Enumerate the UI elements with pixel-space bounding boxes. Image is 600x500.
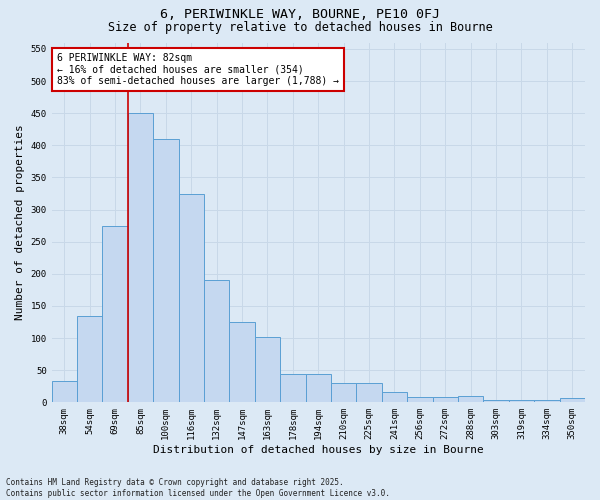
Y-axis label: Number of detached properties: Number of detached properties: [15, 124, 25, 320]
Bar: [255, 337, 280, 402]
Bar: [331, 383, 356, 402]
Bar: [52, 381, 77, 402]
Bar: [534, 400, 560, 402]
Text: Contains HM Land Registry data © Crown copyright and database right 2025.
Contai: Contains HM Land Registry data © Crown c…: [6, 478, 390, 498]
Bar: [356, 383, 382, 402]
Bar: [484, 400, 509, 402]
Text: 6, PERIWINKLE WAY, BOURNE, PE10 0FJ: 6, PERIWINKLE WAY, BOURNE, PE10 0FJ: [160, 8, 440, 20]
Bar: [280, 374, 305, 402]
Bar: [407, 397, 433, 402]
Bar: [204, 280, 229, 402]
Bar: [128, 113, 153, 403]
X-axis label: Distribution of detached houses by size in Bourne: Distribution of detached houses by size …: [153, 445, 484, 455]
Text: 6 PERIWINKLE WAY: 82sqm
← 16% of detached houses are smaller (354)
83% of semi-d: 6 PERIWINKLE WAY: 82sqm ← 16% of detache…: [57, 54, 339, 86]
Text: Size of property relative to detached houses in Bourne: Size of property relative to detached ho…: [107, 21, 493, 34]
Bar: [509, 400, 534, 402]
Bar: [77, 316, 103, 402]
Bar: [179, 194, 204, 402]
Bar: [229, 322, 255, 402]
Bar: [382, 392, 407, 402]
Bar: [305, 374, 331, 402]
Bar: [458, 396, 484, 402]
Bar: [433, 397, 458, 402]
Bar: [103, 226, 128, 402]
Bar: [560, 398, 585, 402]
Bar: [153, 139, 179, 402]
